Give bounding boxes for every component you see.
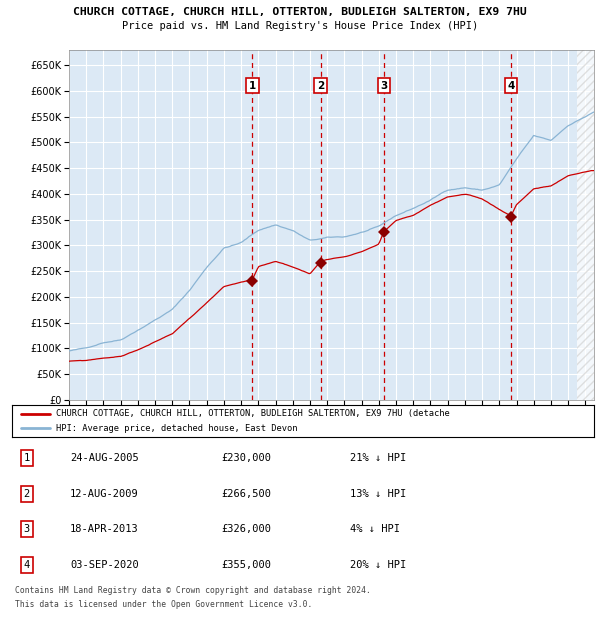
Text: 20% ↓ HPI: 20% ↓ HPI xyxy=(350,560,406,570)
Text: £326,000: £326,000 xyxy=(221,525,272,534)
Text: CHURCH COTTAGE, CHURCH HILL, OTTERTON, BUDLEIGH SALTERTON, EX9 7HU: CHURCH COTTAGE, CHURCH HILL, OTTERTON, B… xyxy=(73,7,527,17)
Text: Contains HM Land Registry data © Crown copyright and database right 2024.: Contains HM Land Registry data © Crown c… xyxy=(15,586,371,595)
Text: CHURCH COTTAGE, CHURCH HILL, OTTERTON, BUDLEIGH SALTERTON, EX9 7HU (detache: CHURCH COTTAGE, CHURCH HILL, OTTERTON, B… xyxy=(56,409,449,418)
Text: 2: 2 xyxy=(23,489,29,498)
Text: 21% ↓ HPI: 21% ↓ HPI xyxy=(350,453,406,463)
Text: 4% ↓ HPI: 4% ↓ HPI xyxy=(350,525,400,534)
Text: 1: 1 xyxy=(248,81,256,91)
Text: 03-SEP-2020: 03-SEP-2020 xyxy=(70,560,139,570)
Text: 18-APR-2013: 18-APR-2013 xyxy=(70,525,139,534)
Text: 13% ↓ HPI: 13% ↓ HPI xyxy=(350,489,406,498)
Text: HPI: Average price, detached house, East Devon: HPI: Average price, detached house, East… xyxy=(56,424,297,433)
Text: This data is licensed under the Open Government Licence v3.0.: This data is licensed under the Open Gov… xyxy=(15,600,313,609)
Text: 24-AUG-2005: 24-AUG-2005 xyxy=(70,453,139,463)
Text: 3: 3 xyxy=(380,81,388,91)
Text: 2: 2 xyxy=(317,81,324,91)
Text: 4: 4 xyxy=(508,81,515,91)
Text: £230,000: £230,000 xyxy=(221,453,272,463)
Text: 1: 1 xyxy=(23,453,29,463)
Text: £355,000: £355,000 xyxy=(221,560,272,570)
Text: £266,500: £266,500 xyxy=(221,489,272,498)
Text: 4: 4 xyxy=(23,560,29,570)
Text: Price paid vs. HM Land Registry's House Price Index (HPI): Price paid vs. HM Land Registry's House … xyxy=(122,21,478,31)
Text: 3: 3 xyxy=(23,525,29,534)
Text: 12-AUG-2009: 12-AUG-2009 xyxy=(70,489,139,498)
